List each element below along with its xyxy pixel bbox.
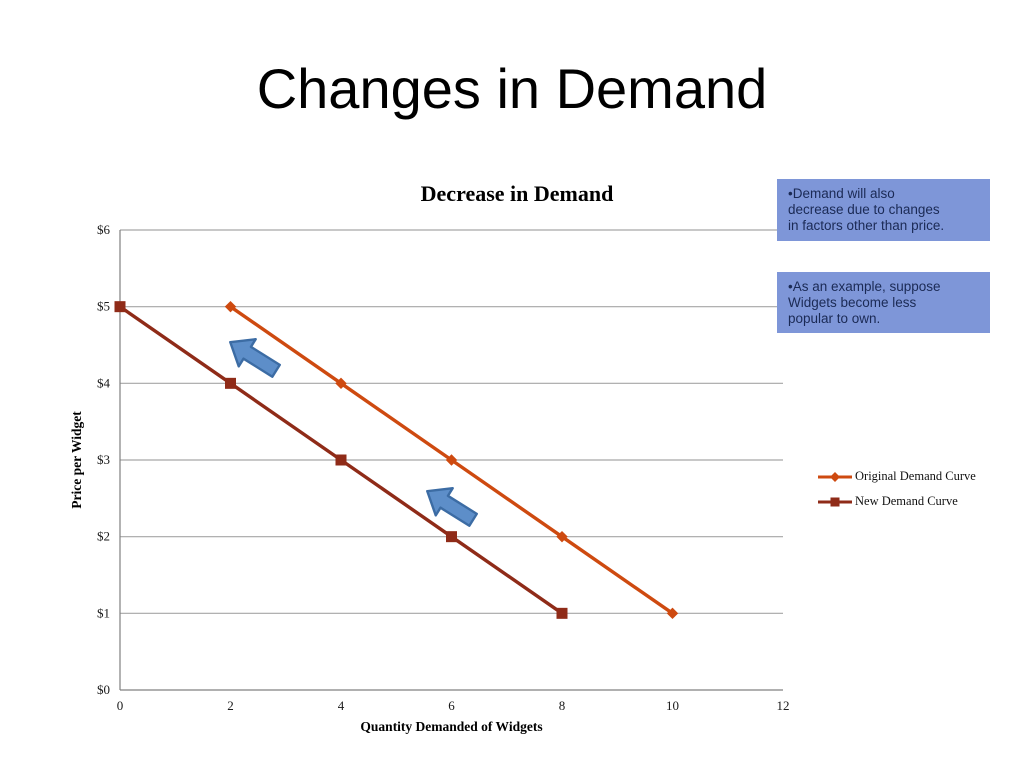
y-tick-label: $1 <box>97 605 110 620</box>
diamond-legend-marker-icon <box>818 471 852 482</box>
y-tick-label: $4 <box>97 375 111 390</box>
x-tick-label: 8 <box>559 698 566 713</box>
callout-line: decrease due to changes <box>788 201 940 217</box>
diamond-marker <box>666 607 679 620</box>
demand-shift-arrow-upper <box>229 337 281 378</box>
diamond-marker <box>556 530 568 543</box>
y-tick-label: $0 <box>97 682 110 697</box>
x-tick-label: 4 <box>338 698 345 713</box>
x-tick-label: 12 <box>777 698 790 713</box>
x-tick-label: 2 <box>227 698 234 713</box>
y-axis-title: Price per Widget <box>69 411 84 509</box>
x-tick-label: 0 <box>117 698 124 713</box>
square-marker <box>114 301 126 313</box>
x-axis-title: Quantity Demanded of Widgets <box>360 719 543 734</box>
callout-line: popular to own. <box>788 310 881 326</box>
diamond-marker <box>224 300 237 313</box>
diamond-marker <box>445 454 458 466</box>
y-tick-label: $6 <box>97 222 111 237</box>
legend-label: Original Demand Curve <box>855 469 976 483</box>
square-marker <box>556 607 568 619</box>
demand-shift-arrow-lower <box>426 486 478 527</box>
callout-demand-decrease: •Demand will also decrease due to change… <box>777 179 990 241</box>
callout-line: in factors other than price. <box>788 217 945 233</box>
square-marker <box>446 531 457 543</box>
square-legend-marker-icon <box>818 497 852 506</box>
y-tick-label: $2 <box>97 529 110 544</box>
y-tick-label: $5 <box>97 299 110 314</box>
x-tick-label: 10 <box>666 698 679 713</box>
diamond-marker <box>335 377 347 390</box>
callout-line: Widgets become less <box>788 294 917 310</box>
square-marker <box>225 377 236 389</box>
legend-entry: New Demand Curve <box>818 489 976 514</box>
square-marker <box>335 454 347 466</box>
x-tick-label: 6 <box>448 698 455 713</box>
callout-line: •As an example, suppose <box>788 279 941 294</box>
slide-title: Changes in Demand <box>256 57 768 120</box>
chart-title: Decrease in Demand <box>420 181 614 206</box>
legend-label: New Demand Curve <box>855 494 958 508</box>
callout-line: •Demand will also <box>788 186 895 201</box>
block-arrow-icon <box>229 337 281 378</box>
chart-legend: Original Demand Curve New Demand Curve <box>818 464 976 514</box>
block-arrow-icon <box>426 486 478 527</box>
legend-entry: Original Demand Curve <box>818 464 976 489</box>
y-tick-label: $3 <box>97 452 110 467</box>
callout-widgets-example: •As an example, suppose Widgets become l… <box>777 272 990 333</box>
